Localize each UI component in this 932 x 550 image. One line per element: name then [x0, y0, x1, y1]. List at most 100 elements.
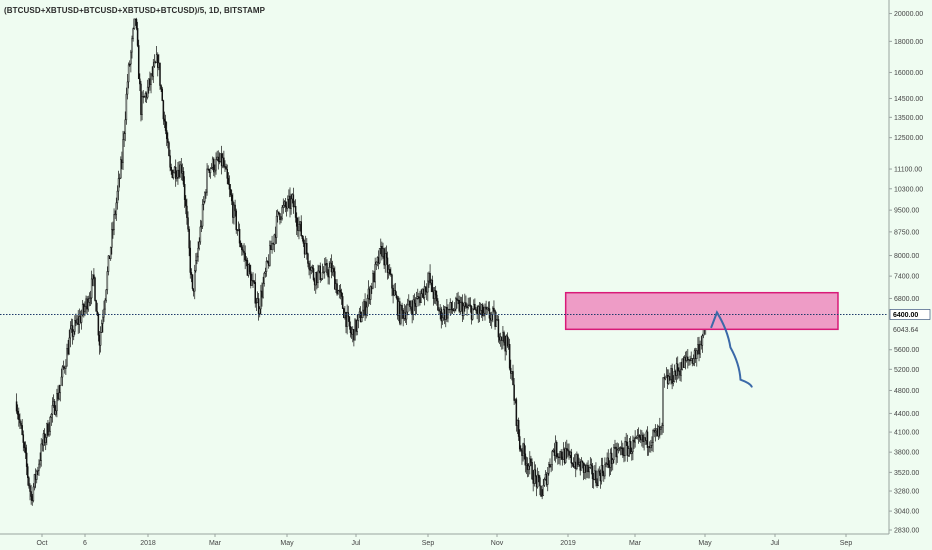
- price-line-label: 6400.00: [893, 312, 918, 319]
- candle-body: [648, 446, 651, 449]
- resistance-zone-rectangle[interactable]: [564, 291, 839, 331]
- price-axis[interactable]: [889, 0, 932, 550]
- candle-body: [143, 96, 146, 98]
- candle-body: [650, 444, 652, 449]
- candle-body: [322, 271, 325, 273]
- candle-body: [114, 213, 116, 216]
- candle-body: [105, 289, 107, 301]
- candle-body: [207, 168, 209, 171]
- candle-body: [237, 228, 240, 231]
- candle-body: [654, 430, 657, 433]
- candle-body: [410, 306, 412, 310]
- candle-body: [337, 290, 339, 295]
- freehand-projection-path[interactable]: [710, 310, 753, 388]
- candle-body: [88, 298, 91, 303]
- candle-body: [473, 303, 475, 310]
- last-price-label: 6043.64: [893, 327, 918, 334]
- candle-body: [670, 368, 672, 380]
- candle-body: [25, 452, 28, 467]
- candle-body: [422, 288, 425, 298]
- y-tick-label: 8000.00: [894, 253, 919, 260]
- candle-body: [248, 264, 251, 273]
- candle-body: [116, 190, 119, 204]
- candle-body: [674, 371, 677, 376]
- candle-body: [460, 301, 463, 304]
- candle-body: [298, 224, 300, 231]
- candle-body: [378, 248, 381, 264]
- y-tick-label: 13500.00: [894, 115, 923, 122]
- plot-area[interactable]: [0, 0, 888, 532]
- x-tick-label: Oct: [37, 540, 48, 547]
- y-tick-label: 11100.00: [894, 167, 922, 174]
- candle-body: [387, 269, 390, 273]
- candle-body: [200, 225, 203, 228]
- candle-body: [78, 316, 81, 325]
- candle-body: [255, 302, 258, 304]
- candle-body: [396, 297, 399, 316]
- candle-body: [343, 308, 345, 319]
- candle-body: [405, 311, 408, 320]
- candle-body: [262, 283, 264, 298]
- candle-body: [153, 61, 156, 67]
- candle-body: [69, 328, 72, 339]
- candle-body: [521, 450, 523, 456]
- candle-body: [633, 439, 635, 443]
- candle-body: [72, 331, 75, 337]
- candle-body: [553, 449, 556, 457]
- candle-body: [95, 300, 97, 312]
- candle-body: [195, 260, 197, 271]
- candle-body: [325, 263, 327, 265]
- candle-body: [636, 435, 639, 438]
- candle-body: [223, 157, 225, 167]
- candle-body: [58, 392, 60, 400]
- candle-body: [21, 425, 23, 435]
- candle-body: [478, 306, 481, 314]
- candle-body: [96, 311, 99, 315]
- candle-body: [480, 304, 483, 311]
- candle-body: [606, 457, 608, 464]
- candle-body: [488, 308, 491, 319]
- candle-body: [558, 456, 560, 458]
- candle-body: [238, 228, 241, 244]
- candle-body: [93, 274, 95, 279]
- candle-body: [30, 491, 32, 497]
- candle-body: [671, 368, 673, 384]
- candle-body: [173, 166, 176, 174]
- candle-body: [190, 272, 193, 275]
- candle-body: [393, 290, 395, 296]
- candle-body: [566, 448, 568, 450]
- candle-body: [98, 334, 101, 346]
- candle-body: [619, 447, 622, 449]
- candle-body: [261, 290, 263, 298]
- candle-body: [532, 478, 534, 484]
- candle-body: [549, 464, 551, 468]
- candle-body: [313, 279, 316, 286]
- candle-body: [531, 461, 533, 480]
- candle-body: [312, 268, 315, 280]
- candle-body: [275, 215, 278, 238]
- candle-body: [660, 426, 662, 430]
- candle-body: [307, 253, 309, 264]
- candle-body: [626, 441, 629, 456]
- candle-body: [520, 448, 522, 451]
- candle-body: [673, 371, 676, 383]
- candle-body: [562, 448, 565, 460]
- candle-body: [572, 463, 575, 467]
- candle-body: [297, 226, 299, 231]
- candle-body: [289, 195, 291, 209]
- y-tick-label: 4400.00: [894, 411, 919, 418]
- candle-body: [330, 262, 333, 273]
- candle-body: [496, 319, 499, 321]
- candle-body: [335, 283, 337, 290]
- candle-body: [55, 410, 57, 415]
- candle-body: [182, 171, 185, 185]
- candle-body: [111, 229, 113, 248]
- x-tick-label: Sep: [422, 540, 435, 547]
- candle-body: [576, 454, 578, 469]
- candle-body: [176, 177, 178, 179]
- x-tick-label: 2019: [560, 540, 576, 547]
- time-axis[interactable]: [0, 535, 889, 550]
- candle-body: [90, 278, 93, 299]
